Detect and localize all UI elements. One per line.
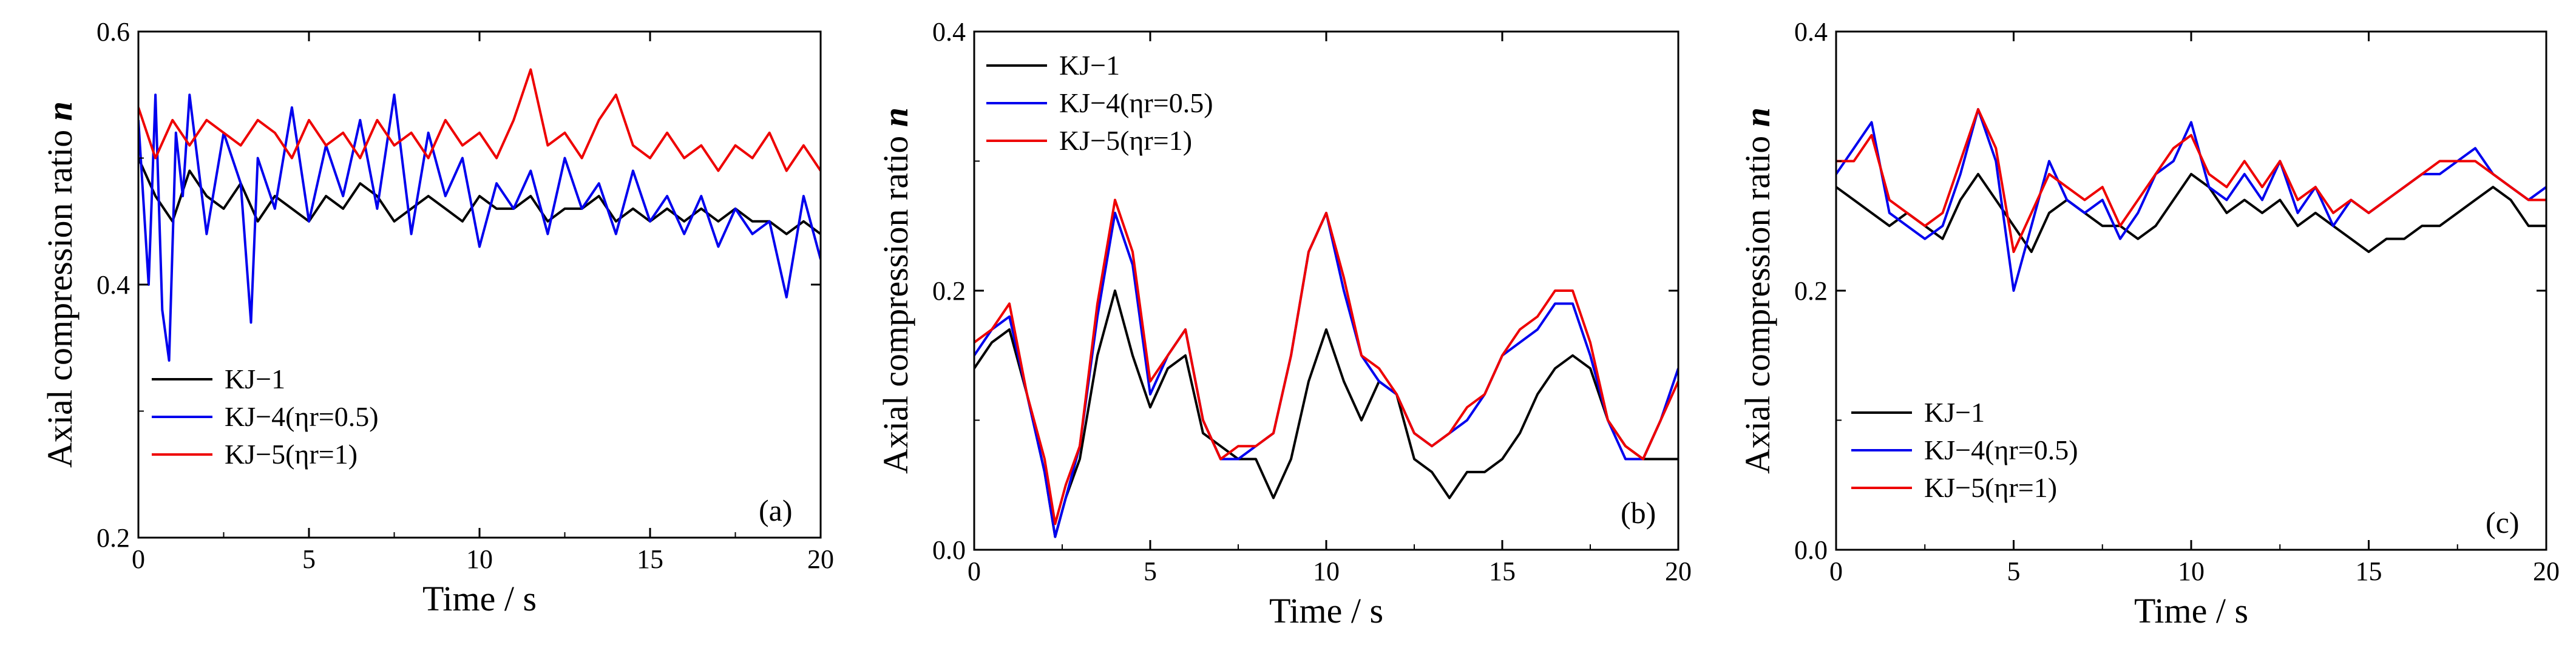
y-axis-label: Axial compression ratio n (876, 107, 915, 474)
series-line-2 (1836, 108, 2546, 292)
legend-label: KJ−5(ηr=1) (225, 439, 358, 470)
y-tick-label: 0.4 (97, 270, 130, 300)
x-tick-label: 0 (968, 556, 981, 586)
series-line-3 (1836, 108, 2546, 253)
y-tick-label: 0.0 (932, 535, 966, 565)
x-tick-label: 20 (2533, 556, 2560, 586)
y-tick-label: 0.4 (1794, 17, 1828, 47)
x-tick-label: 0 (1829, 556, 1843, 586)
y-tick-label: 0.2 (1794, 276, 1828, 306)
x-tick-label: 15 (637, 544, 663, 574)
x-axis-label: Time / s (1269, 591, 1383, 630)
x-tick-label: 10 (2178, 556, 2205, 586)
x-tick-label: 5 (1144, 556, 1157, 586)
x-axis-label: Time / s (422, 579, 537, 618)
panel-label: (c) (2486, 505, 2520, 539)
x-tick-label: 15 (2356, 556, 2382, 586)
panel-label: (a) (759, 493, 793, 527)
y-tick-label: 0.2 (97, 523, 130, 553)
series-line-3 (138, 68, 821, 172)
legend-label: KJ−1 (1924, 397, 1985, 428)
y-tick-label: 0.4 (932, 17, 966, 47)
x-tick-label: 15 (1489, 556, 1516, 586)
y-tick-label: 0.2 (932, 276, 966, 306)
chart-panel-2: 0 5 10 15 20 0.0 0.2 0.4 Time / s Axial compressi… (876, 17, 1692, 630)
x-tick-label: 5 (302, 544, 316, 574)
series-line-2 (138, 93, 821, 362)
series-line-3 (974, 198, 1678, 526)
legend-label: KJ−1 (225, 363, 285, 394)
legend-label: KJ−4(ηr=0.5) (1059, 87, 1213, 118)
y-axis-label: Axial compression ratio n (1738, 107, 1777, 474)
chart-panel-1: 0 5 10 15 20 0.2 0.4 0.6 Time / s Axial compressi… (40, 17, 834, 618)
series-line-1 (974, 289, 1678, 538)
series-line-1 (1836, 172, 2546, 253)
x-tick-label: 20 (1665, 556, 1692, 586)
legend-label: KJ−5(ηr=1) (1059, 125, 1192, 156)
x-tick-label: 20 (807, 544, 834, 574)
legend-label: KJ−1 (1059, 50, 1120, 81)
legend-label: KJ−5(ηr=1) (1924, 472, 2057, 503)
x-tick-label: 10 (1313, 556, 1340, 586)
legend-label: KJ−4(ηr=0.5) (225, 401, 379, 432)
x-axis-label: Time / s (2134, 591, 2248, 630)
legend-label: KJ−4(ηr=0.5) (1924, 434, 2078, 465)
x-tick-label: 5 (2007, 556, 2021, 586)
series-line-2 (974, 211, 1678, 538)
chart-panel-3: 0 5 10 15 20 0.0 0.2 0.4 Time / s Axial compressi… (1738, 17, 2560, 630)
x-tick-label: 0 (132, 544, 145, 574)
panel-label: (b) (1621, 496, 1656, 530)
y-axis-label: Axial compression ratio n (40, 101, 80, 468)
y-tick-label: 0.0 (1794, 535, 1828, 565)
y-tick-label: 0.6 (97, 17, 130, 47)
x-tick-label: 10 (466, 544, 493, 574)
